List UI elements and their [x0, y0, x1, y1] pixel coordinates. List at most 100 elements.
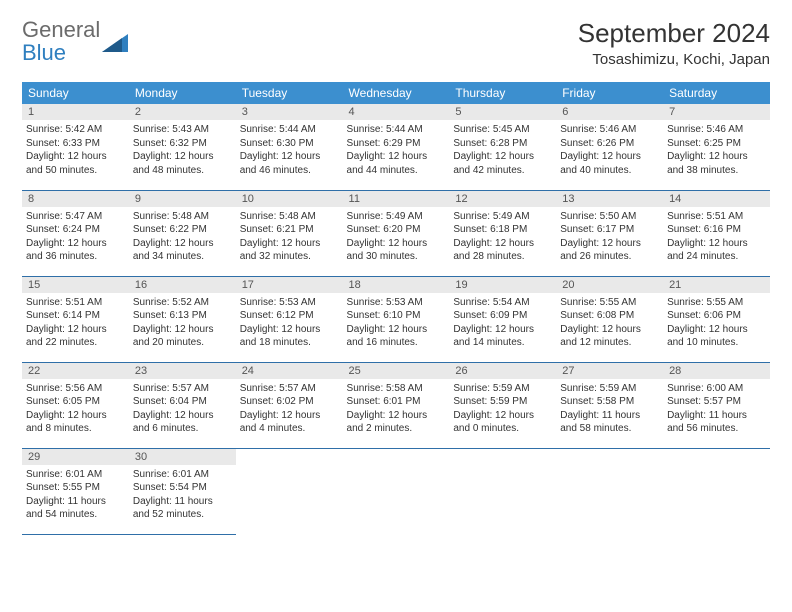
day-number: 14 [663, 191, 770, 207]
day-number: 9 [129, 191, 236, 207]
day-number: 16 [129, 277, 236, 293]
day-number: 23 [129, 363, 236, 379]
day-details: Sunrise: 6:00 AMSunset: 5:57 PMDaylight:… [663, 379, 770, 440]
calendar-cell [236, 448, 343, 534]
calendar-cell: 20Sunrise: 5:55 AMSunset: 6:08 PMDayligh… [556, 276, 663, 362]
calendar-cell: 27Sunrise: 5:59 AMSunset: 5:58 PMDayligh… [556, 362, 663, 448]
day-details: Sunrise: 5:46 AMSunset: 6:26 PMDaylight:… [556, 120, 663, 181]
day-number: 18 [343, 277, 450, 293]
day-number: 5 [449, 104, 556, 120]
calendar-cell: 10Sunrise: 5:48 AMSunset: 6:21 PMDayligh… [236, 190, 343, 276]
day-number: 28 [663, 363, 770, 379]
calendar-week: 8Sunrise: 5:47 AMSunset: 6:24 PMDaylight… [22, 190, 770, 276]
day-number: 26 [449, 363, 556, 379]
calendar-cell: 13Sunrise: 5:50 AMSunset: 6:17 PMDayligh… [556, 190, 663, 276]
day-details: Sunrise: 5:53 AMSunset: 6:10 PMDaylight:… [343, 293, 450, 354]
day-details: Sunrise: 5:55 AMSunset: 6:06 PMDaylight:… [663, 293, 770, 354]
calendar-cell: 12Sunrise: 5:49 AMSunset: 6:18 PMDayligh… [449, 190, 556, 276]
weekday-header: Thursday [449, 82, 556, 104]
calendar-table: SundayMondayTuesdayWednesdayThursdayFrid… [22, 82, 770, 535]
day-details: Sunrise: 5:47 AMSunset: 6:24 PMDaylight:… [22, 207, 129, 268]
calendar-cell: 8Sunrise: 5:47 AMSunset: 6:24 PMDaylight… [22, 190, 129, 276]
day-number: 20 [556, 277, 663, 293]
header: General Blue September 2024 Tosashimizu,… [22, 18, 770, 68]
calendar-week: 22Sunrise: 5:56 AMSunset: 6:05 PMDayligh… [22, 362, 770, 448]
logo: General Blue [22, 18, 128, 64]
day-details: Sunrise: 5:49 AMSunset: 6:18 PMDaylight:… [449, 207, 556, 268]
day-details: Sunrise: 5:57 AMSunset: 6:02 PMDaylight:… [236, 379, 343, 440]
calendar-cell: 25Sunrise: 5:58 AMSunset: 6:01 PMDayligh… [343, 362, 450, 448]
day-number: 21 [663, 277, 770, 293]
day-details: Sunrise: 5:54 AMSunset: 6:09 PMDaylight:… [449, 293, 556, 354]
weekday-header: Wednesday [343, 82, 450, 104]
day-number: 25 [343, 363, 450, 379]
calendar-cell: 23Sunrise: 5:57 AMSunset: 6:04 PMDayligh… [129, 362, 236, 448]
day-number: 7 [663, 104, 770, 120]
calendar-cell: 21Sunrise: 5:55 AMSunset: 6:06 PMDayligh… [663, 276, 770, 362]
calendar-head: SundayMondayTuesdayWednesdayThursdayFrid… [22, 82, 770, 104]
day-number: 27 [556, 363, 663, 379]
calendar-cell: 17Sunrise: 5:53 AMSunset: 6:12 PMDayligh… [236, 276, 343, 362]
day-number: 15 [22, 277, 129, 293]
calendar-cell: 6Sunrise: 5:46 AMSunset: 6:26 PMDaylight… [556, 104, 663, 190]
month-title: September 2024 [578, 18, 770, 49]
calendar-cell: 24Sunrise: 5:57 AMSunset: 6:02 PMDayligh… [236, 362, 343, 448]
day-number: 30 [129, 449, 236, 465]
calendar-cell: 14Sunrise: 5:51 AMSunset: 6:16 PMDayligh… [663, 190, 770, 276]
day-details: Sunrise: 5:59 AMSunset: 5:59 PMDaylight:… [449, 379, 556, 440]
day-details: Sunrise: 5:56 AMSunset: 6:05 PMDaylight:… [22, 379, 129, 440]
calendar-body: 1Sunrise: 5:42 AMSunset: 6:33 PMDaylight… [22, 104, 770, 534]
calendar-cell [556, 448, 663, 534]
calendar-week: 29Sunrise: 6:01 AMSunset: 5:55 PMDayligh… [22, 448, 770, 534]
day-number: 19 [449, 277, 556, 293]
calendar-cell: 22Sunrise: 5:56 AMSunset: 6:05 PMDayligh… [22, 362, 129, 448]
calendar-week: 15Sunrise: 5:51 AMSunset: 6:14 PMDayligh… [22, 276, 770, 362]
day-details: Sunrise: 5:43 AMSunset: 6:32 PMDaylight:… [129, 120, 236, 181]
calendar-cell: 29Sunrise: 6:01 AMSunset: 5:55 PMDayligh… [22, 448, 129, 534]
calendar-week: 1Sunrise: 5:42 AMSunset: 6:33 PMDaylight… [22, 104, 770, 190]
day-details: Sunrise: 5:55 AMSunset: 6:08 PMDaylight:… [556, 293, 663, 354]
day-number: 29 [22, 449, 129, 465]
day-details: Sunrise: 5:58 AMSunset: 6:01 PMDaylight:… [343, 379, 450, 440]
day-details: Sunrise: 5:52 AMSunset: 6:13 PMDaylight:… [129, 293, 236, 354]
day-details: Sunrise: 5:44 AMSunset: 6:30 PMDaylight:… [236, 120, 343, 181]
day-number: 22 [22, 363, 129, 379]
logo-triangle-icon [102, 30, 128, 52]
logo-text: General Blue [22, 18, 100, 64]
calendar-cell: 4Sunrise: 5:44 AMSunset: 6:29 PMDaylight… [343, 104, 450, 190]
day-details: Sunrise: 5:53 AMSunset: 6:12 PMDaylight:… [236, 293, 343, 354]
day-number: 12 [449, 191, 556, 207]
weekday-header: Friday [556, 82, 663, 104]
calendar-cell: 3Sunrise: 5:44 AMSunset: 6:30 PMDaylight… [236, 104, 343, 190]
day-details: Sunrise: 6:01 AMSunset: 5:54 PMDaylight:… [129, 465, 236, 526]
calendar-cell [343, 448, 450, 534]
day-details: Sunrise: 5:44 AMSunset: 6:29 PMDaylight:… [343, 120, 450, 181]
calendar-cell: 15Sunrise: 5:51 AMSunset: 6:14 PMDayligh… [22, 276, 129, 362]
calendar-cell: 1Sunrise: 5:42 AMSunset: 6:33 PMDaylight… [22, 104, 129, 190]
calendar-cell: 9Sunrise: 5:48 AMSunset: 6:22 PMDaylight… [129, 190, 236, 276]
logo-word2: Blue [22, 41, 66, 64]
day-number: 24 [236, 363, 343, 379]
day-details: Sunrise: 5:45 AMSunset: 6:28 PMDaylight:… [449, 120, 556, 181]
weekday-header: Sunday [22, 82, 129, 104]
day-details: Sunrise: 5:50 AMSunset: 6:17 PMDaylight:… [556, 207, 663, 268]
weekday-header: Tuesday [236, 82, 343, 104]
day-details: Sunrise: 5:59 AMSunset: 5:58 PMDaylight:… [556, 379, 663, 440]
day-details: Sunrise: 6:01 AMSunset: 5:55 PMDaylight:… [22, 465, 129, 526]
day-details: Sunrise: 5:48 AMSunset: 6:21 PMDaylight:… [236, 207, 343, 268]
weekday-row: SundayMondayTuesdayWednesdayThursdayFrid… [22, 82, 770, 104]
calendar-cell: 26Sunrise: 5:59 AMSunset: 5:59 PMDayligh… [449, 362, 556, 448]
day-number: 1 [22, 104, 129, 120]
weekday-header: Monday [129, 82, 236, 104]
day-details: Sunrise: 5:51 AMSunset: 6:14 PMDaylight:… [22, 293, 129, 354]
day-number: 17 [236, 277, 343, 293]
logo-word1: General [22, 18, 100, 41]
location: Tosashimizu, Kochi, Japan [578, 51, 770, 68]
title-block: September 2024 Tosashimizu, Kochi, Japan [578, 18, 770, 68]
calendar-cell: 19Sunrise: 5:54 AMSunset: 6:09 PMDayligh… [449, 276, 556, 362]
day-number: 3 [236, 104, 343, 120]
calendar-cell: 5Sunrise: 5:45 AMSunset: 6:28 PMDaylight… [449, 104, 556, 190]
day-details: Sunrise: 5:48 AMSunset: 6:22 PMDaylight:… [129, 207, 236, 268]
day-number: 8 [22, 191, 129, 207]
day-number: 4 [343, 104, 450, 120]
